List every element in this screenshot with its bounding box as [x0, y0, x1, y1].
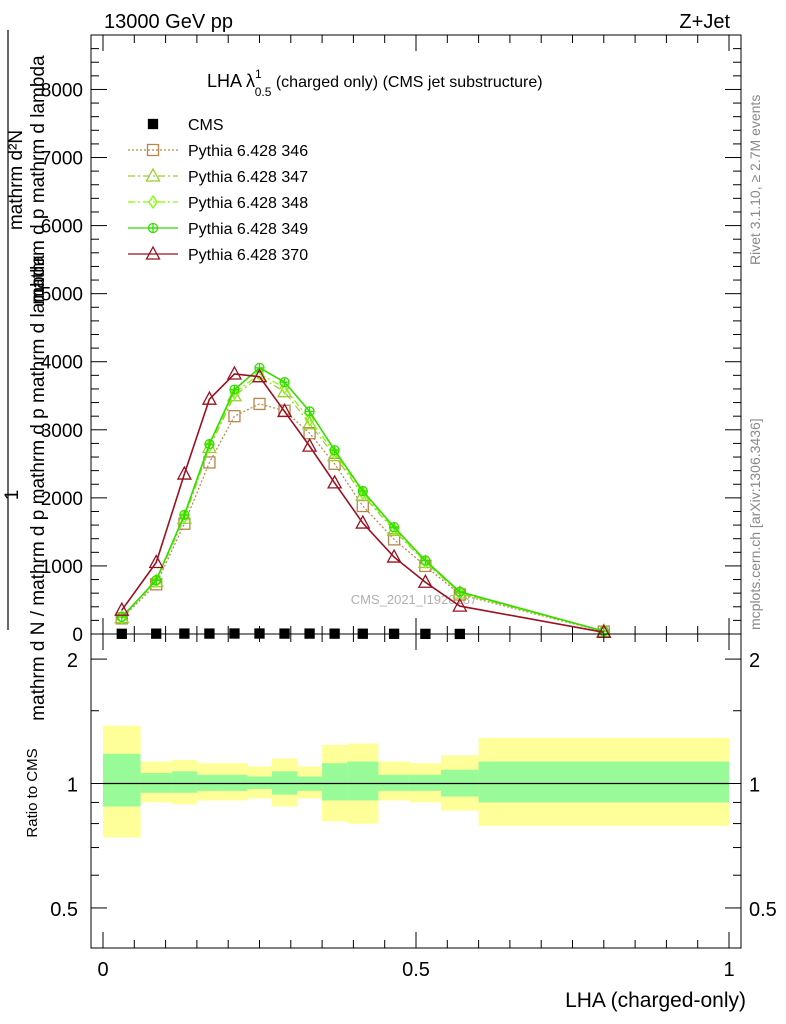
main-y-tick-label: 5000 [41, 285, 83, 306]
title-sup: 1 [255, 67, 262, 81]
data-point [253, 397, 266, 411]
legend-label: Pythia 6.428 349 [188, 221, 308, 238]
ylabel-top: mathrm d²N [6, 130, 27, 230]
data-point [276, 403, 293, 418]
data-point [301, 437, 318, 452]
ratio-y-axis-label: Ratio to CMS [24, 748, 41, 837]
main-y-tick-label: 3000 [41, 421, 83, 442]
ratio-stat-band [221, 774, 247, 791]
data-point [386, 548, 402, 563]
main-y-tick-label: 0 [72, 625, 83, 646]
data-point [276, 383, 293, 398]
main-y-tick-label: 7000 [41, 149, 83, 170]
main-y-axis-label: 1 mathrm d N / mathrm d p mathrm d p mat… [2, 30, 49, 721]
ratio-y-tick-label: 2 [67, 650, 78, 672]
data-point [228, 410, 241, 423]
main-y-tick-label: 2000 [41, 489, 83, 510]
data-point [387, 533, 401, 546]
series-5 [114, 365, 612, 638]
main-y-tick-label: 6000 [41, 217, 83, 238]
legend-marker [145, 245, 161, 260]
ratio-stat-band [171, 771, 197, 793]
rivet-version-label: Rivet 3.1.10, ≥ 2.7M events [747, 95, 763, 265]
legend-label: Pythia 6.428 370 [188, 247, 308, 264]
ratio-stat-band [409, 774, 442, 791]
data-point [355, 514, 371, 529]
ratio-stat-band [140, 773, 172, 793]
legend-marker [145, 167, 161, 182]
main-y-tick-label: 4000 [41, 353, 83, 374]
main-y-tick-label: 1000 [41, 557, 83, 578]
x-tick-label: 1 [723, 959, 734, 981]
data-point [229, 385, 240, 401]
ratio-stat-band [378, 774, 410, 791]
ratio-stat-band [478, 761, 729, 803]
data-point [327, 474, 343, 489]
ratio-stat-band [347, 761, 379, 801]
legend-marker [147, 118, 159, 130]
legend-item: Pythia 6.428 349 [128, 221, 308, 238]
legend: CMS Pythia 6.428 346 Pythia 6.428 347 Pythi… [128, 117, 308, 264]
ratio-stat-band [103, 753, 141, 807]
legend-marker [146, 143, 160, 157]
ratio-bands [103, 725, 729, 838]
ylabel-denominator: mathrm d N / mathrm d p mathrm d p mathr… [28, 255, 49, 721]
legend-label: Pythia 6.428 347 [188, 169, 308, 186]
legend-item: CMS [147, 117, 224, 134]
data-point [452, 597, 468, 612]
data-point [176, 465, 192, 480]
ratio-y-tick-label: 1 [67, 775, 78, 797]
series-line [121, 403, 604, 633]
legend-marker [148, 194, 158, 210]
series-line [121, 373, 604, 634]
legend-label: CMS [188, 117, 224, 134]
data-point [329, 445, 340, 461]
energy-label: 13000 GeV pp [104, 11, 233, 33]
process-label: Z+Jet [679, 11, 730, 33]
main-y-tick-label: 8000 [41, 80, 83, 101]
ratio-ticks [91, 634, 741, 948]
mcplots-label: mcplots.cern.ch [arXiv:1306.3436] [747, 418, 763, 630]
data-point [251, 368, 268, 383]
main-title: LHA λ1 0.5 (charged only) (CMS jet substr… [207, 67, 543, 99]
ratio-y-tick-labels: 0.5 0.5 1 1 2 2 [50, 650, 777, 921]
ratio-y-tick-label: 0.5 [50, 899, 78, 921]
data-point [417, 573, 433, 588]
data-point [301, 415, 318, 430]
title-pre: LHA λ [207, 71, 255, 91]
data-point [151, 573, 161, 589]
data-point [201, 390, 218, 405]
title-post: (charged only) (CMS jet substructure) [271, 74, 542, 91]
ylabel-bottom: mathrm d p mathrm d lambda [28, 55, 49, 305]
data-point [304, 412, 315, 427]
legend-item: Pythia 6.428 370 [128, 245, 308, 264]
data-point [203, 456, 216, 469]
x-tick-label: 0 [97, 959, 108, 981]
legend-item: Pythia 6.428 346 [128, 143, 308, 160]
main-ticks [91, 35, 741, 635]
ylabel-numerator: 1 [2, 490, 23, 501]
ratio-x-tick-labels: 0 0.5 1 [97, 959, 734, 981]
x-tick-label: 0.5 [402, 959, 430, 981]
ratio-stat-band [322, 763, 348, 801]
series-line [121, 373, 604, 632]
main-y-tick-labels: 0 1000 2000 3000 4000 5000 6000 7000 8000 [41, 80, 83, 646]
legend-item: Pythia 6.428 348 [128, 194, 308, 212]
ratio-y-tick-label-right: 1 [749, 775, 760, 797]
legend-label: Pythia 6.428 346 [188, 143, 308, 160]
data-point [114, 601, 130, 616]
legend-label: Pythia 6.428 348 [188, 195, 308, 212]
ratio-y-tick-label-right: 2 [749, 650, 760, 672]
series-4 [116, 362, 609, 637]
x-axis-label: LHA (charged-only) [565, 989, 746, 1012]
ratio-stat-band [246, 776, 273, 789]
data-point [148, 554, 164, 569]
title-sub: 0.5 [255, 85, 272, 99]
ratio-stat-band [196, 774, 222, 791]
series-line [121, 366, 605, 632]
data-point [226, 365, 243, 380]
legend-item: Pythia 6.428 347 [128, 167, 308, 186]
ratio-y-tick-label-right: 0.5 [749, 899, 777, 921]
